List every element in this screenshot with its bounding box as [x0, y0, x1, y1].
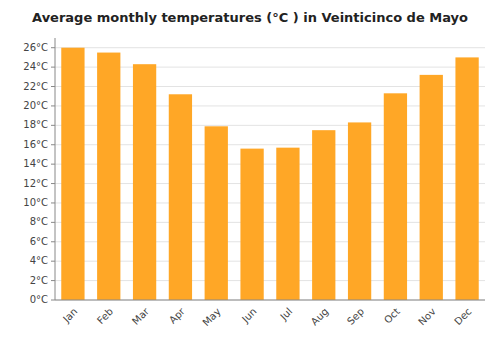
- bar: [205, 126, 228, 300]
- y-tick-label: 14°C: [23, 158, 48, 169]
- x-tick-label: Sep: [345, 306, 366, 327]
- bars: [61, 48, 478, 300]
- y-tick: [51, 280, 55, 281]
- y-tick: [51, 67, 55, 68]
- y-tick: [51, 222, 55, 223]
- x-tick-label: May: [200, 306, 222, 328]
- y-axis: 0°C 2°C 4°C 6°C 8°C 10°C 12°C 14°C 16°C 18°C 20°C 2…: [23, 38, 55, 305]
- y-tick: [51, 125, 55, 126]
- y-tick: [51, 300, 55, 301]
- y-tick: [51, 105, 55, 106]
- x-tick-label: Nov: [416, 306, 438, 328]
- y-tick: [51, 202, 55, 203]
- x-tick-label: Apr: [167, 305, 188, 326]
- x-tick-label: Oct: [382, 306, 402, 326]
- y-tick: [51, 164, 55, 165]
- y-tick: [51, 47, 55, 48]
- x-tick-label: Mar: [130, 305, 152, 327]
- y-tick-label: 12°C: [23, 178, 48, 189]
- y-axis-line: [55, 38, 56, 300]
- y-tick-label: 10°C: [23, 197, 48, 208]
- y-tick-label: 26°C: [23, 42, 48, 53]
- x-tick-label: Feb: [95, 306, 115, 326]
- y-tick: [51, 86, 55, 87]
- x-tick-label: Jul: [277, 306, 294, 323]
- bar: [240, 149, 263, 300]
- x-tick-label: Aug: [309, 306, 331, 328]
- y-tick-label: 8°C: [30, 216, 48, 227]
- bar: [348, 122, 371, 300]
- y-tick-label: 18°C: [23, 119, 48, 130]
- y-tick-label: 4°C: [30, 255, 48, 266]
- chart: 0°C 2°C 4°C 6°C 8°C 10°C 12°C 14°C 16°C 18°C 20°C 2…: [0, 0, 500, 350]
- bar: [169, 94, 192, 300]
- y-tick: [51, 241, 55, 242]
- x-axis-line: [55, 300, 485, 301]
- y-tick: [51, 144, 55, 145]
- bar: [312, 130, 335, 300]
- bar: [420, 75, 443, 300]
- y-tick: [51, 183, 55, 184]
- bar: [61, 48, 84, 300]
- y-tick-label: 16°C: [23, 139, 48, 150]
- x-tick-label: Jan: [60, 306, 79, 325]
- y-tick-label: 24°C: [23, 61, 48, 72]
- x-tick-label: Jun: [239, 306, 259, 326]
- y-tick-label: 20°C: [23, 100, 48, 111]
- x-axis: Jan Feb Mar Apr May Jun Jul Aug Sep Oct Nov Dec: [55, 300, 485, 328]
- y-tick-label: 0°C: [30, 294, 48, 305]
- y-tick: [51, 261, 55, 262]
- bar: [276, 148, 299, 300]
- grid: [55, 48, 485, 300]
- bar: [455, 57, 478, 300]
- y-tick-label: 22°C: [23, 81, 48, 92]
- x-tick-label: Dec: [452, 306, 473, 327]
- bar: [384, 93, 407, 300]
- y-tick-label: 2°C: [30, 275, 48, 286]
- title: Average monthly temperatures (°C ) in Ve…: [32, 10, 468, 25]
- y-tick-label: 6°C: [30, 236, 48, 247]
- bar: [97, 53, 120, 300]
- grid-line: [55, 300, 485, 301]
- grid-line: [55, 47, 485, 48]
- bar: [133, 64, 156, 300]
